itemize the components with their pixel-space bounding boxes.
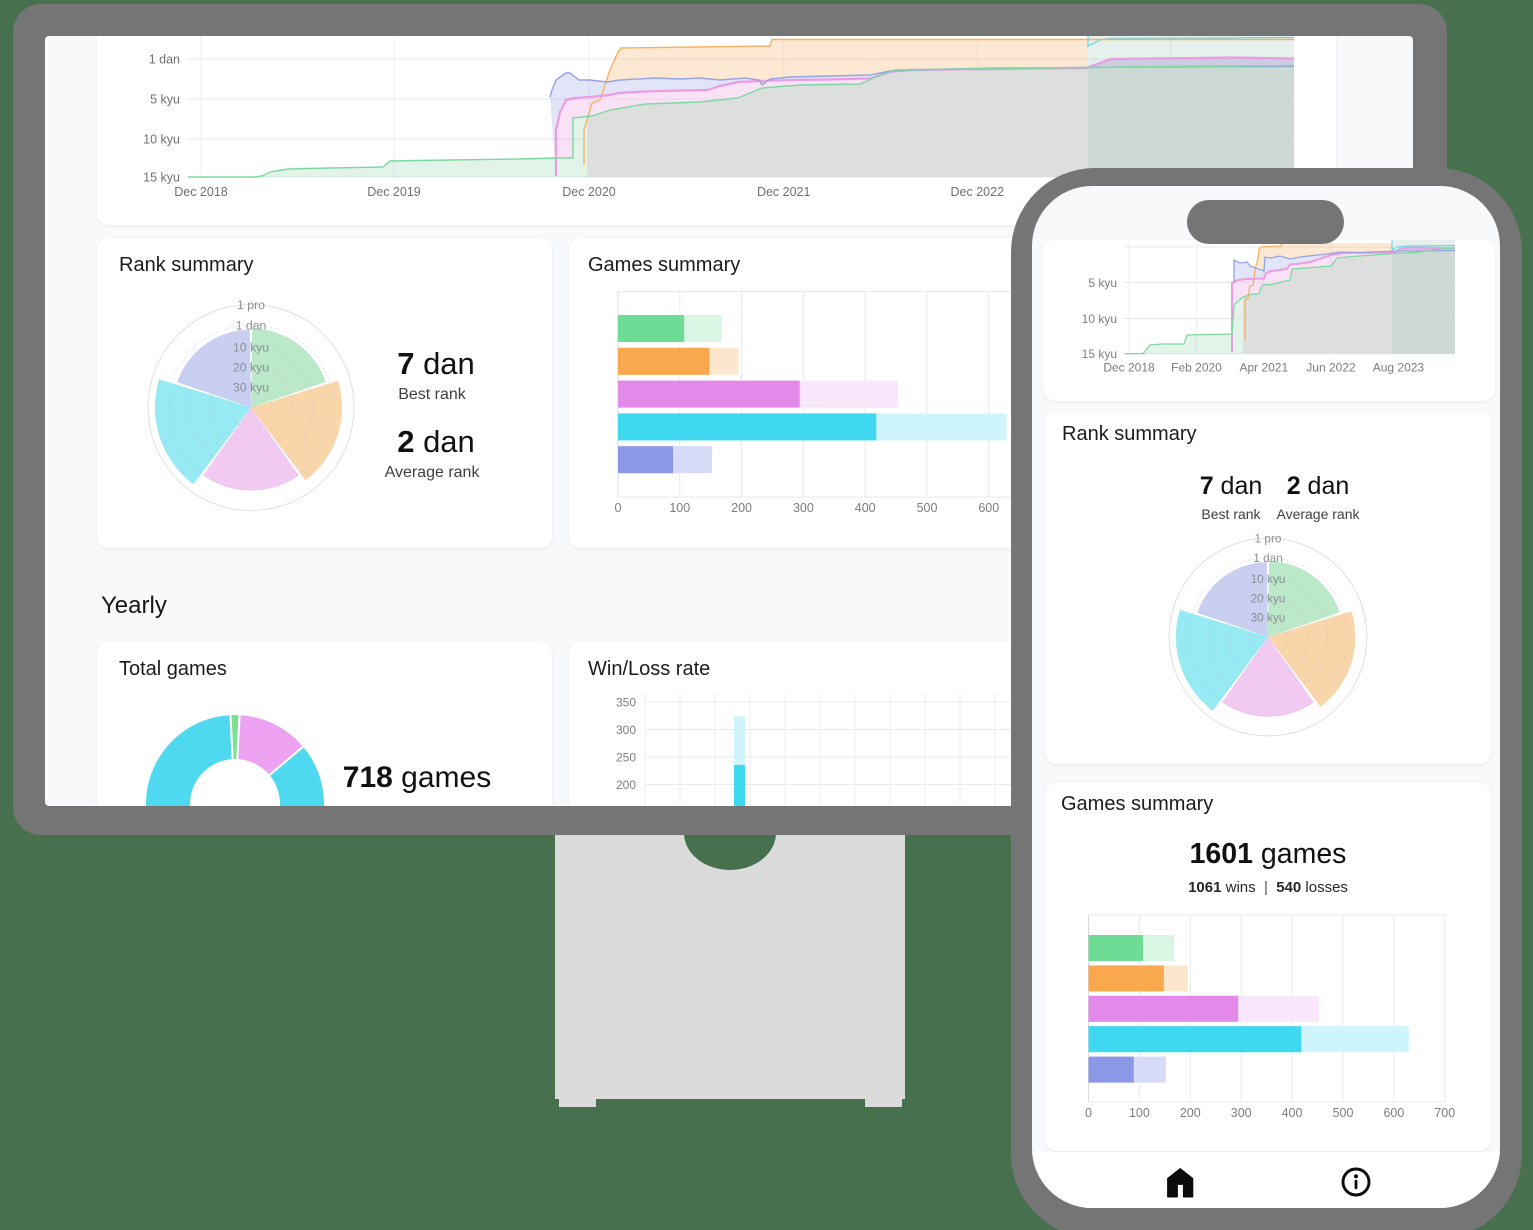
svg-text:5 kyu: 5 kyu — [1088, 276, 1117, 290]
svg-text:Jun 2022: Jun 2022 — [1306, 361, 1356, 375]
svg-text:200: 200 — [1180, 1106, 1201, 1120]
svg-text:600: 600 — [978, 501, 999, 515]
svg-text:0: 0 — [615, 501, 622, 515]
svg-text:300: 300 — [616, 723, 636, 737]
svg-text:10 kyu: 10 kyu — [143, 133, 180, 147]
svg-text:1 dan: 1 dan — [1253, 551, 1283, 565]
svg-text:200: 200 — [616, 778, 636, 792]
svg-text:20 kyu: 20 kyu — [233, 360, 269, 374]
svg-text:1 dan: 1 dan — [149, 53, 180, 67]
svg-text:Aug 2023: Aug 2023 — [1373, 361, 1425, 375]
svg-text:10 kyu: 10 kyu — [233, 340, 269, 354]
svg-text:700: 700 — [1434, 1106, 1455, 1120]
svg-text:400: 400 — [855, 501, 876, 515]
svg-text:Feb 2020: Feb 2020 — [1171, 361, 1222, 375]
svg-text:20 kyu: 20 kyu — [1251, 591, 1286, 605]
svg-text:100: 100 — [669, 501, 690, 515]
svg-text:600: 600 — [1383, 1106, 1404, 1120]
svg-text:200: 200 — [731, 501, 752, 515]
svg-text:1 pro: 1 pro — [237, 300, 265, 312]
svg-text:Apr 2021: Apr 2021 — [1239, 361, 1288, 375]
svg-text:15 kyu: 15 kyu — [143, 171, 180, 185]
svg-text:300: 300 — [1231, 1106, 1252, 1120]
svg-text:250: 250 — [616, 751, 636, 765]
svg-text:Dec 2020: Dec 2020 — [562, 185, 616, 199]
svg-text:30 kyu: 30 kyu — [233, 380, 269, 394]
svg-text:1 pro: 1 pro — [1255, 534, 1282, 545]
svg-text:500: 500 — [917, 501, 938, 515]
svg-text:100: 100 — [1129, 1106, 1150, 1120]
svg-text:10 kyu: 10 kyu — [1082, 312, 1117, 326]
svg-text:400: 400 — [1282, 1106, 1303, 1120]
svg-text:1 dan: 1 dan — [236, 318, 267, 332]
svg-text:30 kyu: 30 kyu — [1251, 611, 1286, 625]
svg-text:0: 0 — [1085, 1106, 1092, 1120]
svg-text:5 kyu: 5 kyu — [150, 93, 180, 107]
svg-text:15 kyu: 15 kyu — [1082, 347, 1117, 361]
svg-text:Dec 2019: Dec 2019 — [367, 185, 421, 199]
svg-text:Dec 2021: Dec 2021 — [757, 185, 811, 199]
svg-text:Dec 2018: Dec 2018 — [1103, 361, 1155, 375]
svg-text:10 kyu: 10 kyu — [1251, 572, 1286, 586]
svg-text:350: 350 — [616, 696, 636, 710]
svg-text:Dec 2018: Dec 2018 — [174, 185, 228, 199]
svg-text:Dec 2022: Dec 2022 — [951, 185, 1005, 199]
svg-text:500: 500 — [1333, 1106, 1354, 1120]
svg-text:300: 300 — [793, 501, 814, 515]
